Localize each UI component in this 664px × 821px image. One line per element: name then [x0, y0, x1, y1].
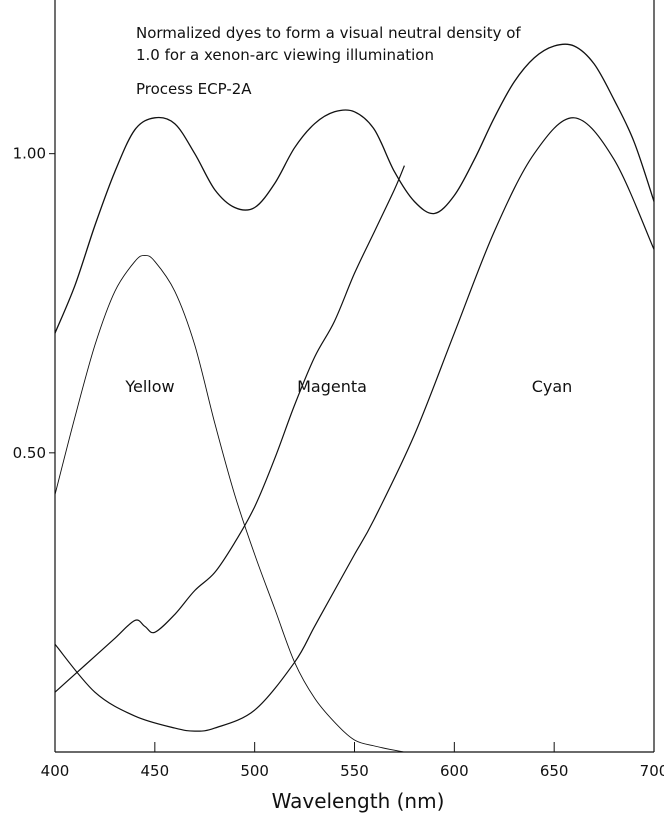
curves	[54, 43, 655, 753]
x-tick-label: 500	[240, 762, 269, 780]
y-ticks: 0.50 1.00	[13, 145, 55, 462]
x-tick-label: 700	[640, 762, 664, 780]
series-label-cyan: Cyan	[532, 377, 573, 396]
series-label-yellow: Yellow	[124, 377, 174, 396]
annotation-line-2: 1.0 for a xenon-arc viewing illumination	[136, 46, 434, 64]
x-tick-label: 400	[41, 762, 70, 780]
y-tick-label: 1.00	[13, 145, 46, 163]
series-label-magenta: Magenta	[297, 377, 367, 396]
series-line-neutral	[54, 43, 655, 334]
x-tick-label: 650	[540, 762, 569, 780]
series-line-yellow	[54, 254, 405, 753]
x-tick-label: 450	[141, 762, 170, 780]
annotation-line-1: Normalized dyes to form a visual neutral…	[136, 24, 521, 42]
x-tick-label: 600	[440, 762, 469, 780]
annotation-line-3: Process ECP-2A	[136, 80, 252, 98]
y-tick-label: 0.50	[13, 444, 46, 462]
x-ticks: 400 450 500 550 600 650 700	[41, 742, 664, 780]
x-tick-label: 550	[340, 762, 369, 780]
x-axis-label: Wavelength (nm)	[272, 789, 445, 813]
series-line-cyan	[54, 165, 405, 693]
series-line-magenta	[54, 117, 655, 732]
